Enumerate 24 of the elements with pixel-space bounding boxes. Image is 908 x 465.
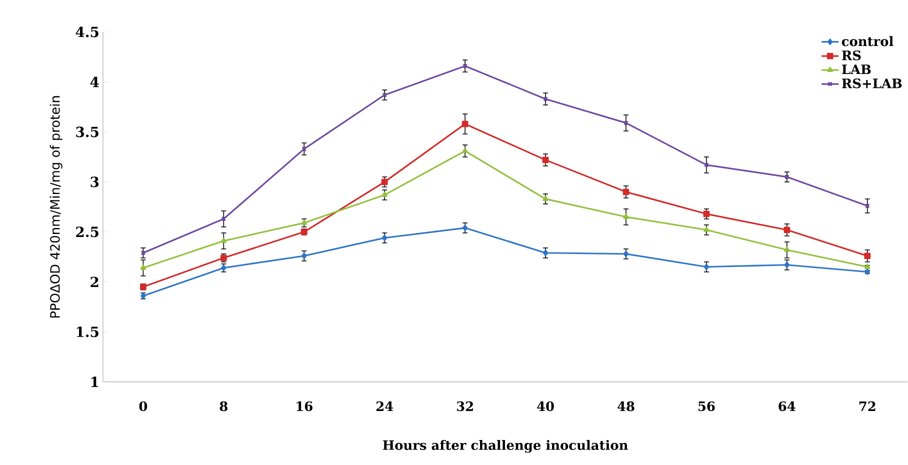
y-tick-label: 1.5 bbox=[76, 326, 98, 338]
y-tick-label: 3.5 bbox=[76, 126, 98, 138]
x-tick-label: 32 bbox=[456, 401, 473, 412]
legend-label: RS bbox=[842, 50, 861, 60]
x-tick-label: 48 bbox=[618, 401, 634, 412]
y-tick-label: 4 bbox=[90, 76, 99, 88]
x-tick-label: 16 bbox=[296, 401, 312, 412]
x-tick-label: 40 bbox=[537, 401, 554, 412]
x-tick-label: 72 bbox=[859, 401, 876, 412]
legend-label: control bbox=[842, 36, 894, 46]
legend-label: RS+LAB bbox=[842, 78, 902, 88]
x-tick-label: 8 bbox=[220, 401, 228, 412]
x-tick-label: 24 bbox=[376, 401, 394, 412]
y-tick-label: 3 bbox=[90, 176, 99, 188]
y-axis-title: PPOΔOD 420nm/Min/mg of protein bbox=[50, 96, 62, 318]
y-tick-label: 4.5 bbox=[76, 26, 98, 38]
x-tick-label: 64 bbox=[778, 401, 796, 412]
x-tick-label: 56 bbox=[698, 401, 715, 412]
x-axis-title: Hours after challenge inoculation bbox=[382, 440, 628, 453]
y-tick-label: 2.5 bbox=[76, 226, 98, 238]
y-tick-label: 1 bbox=[91, 376, 98, 388]
x-tick-label: 0 bbox=[139, 401, 148, 412]
y-tick-label: 2 bbox=[90, 276, 98, 288]
legend-label: LAB bbox=[842, 64, 871, 74]
